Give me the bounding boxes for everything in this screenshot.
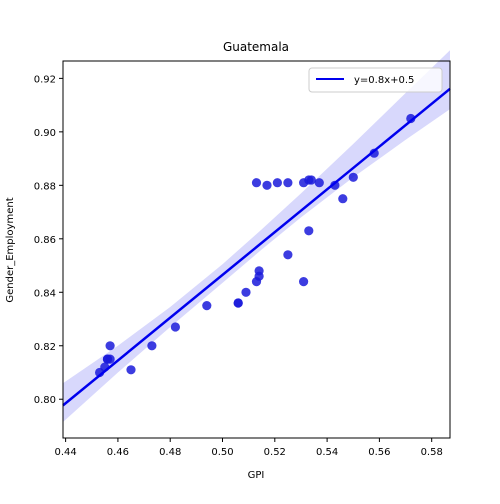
data-point (233, 298, 243, 308)
data-point (283, 178, 293, 188)
x-tick-label: 0.56 (368, 447, 390, 458)
axes-frame (62, 60, 451, 439)
x-tick-label: 0.58 (421, 447, 443, 458)
data-point (283, 250, 293, 260)
y-tick-label: 0.80 (34, 395, 56, 406)
data-point (330, 180, 340, 190)
data-point (406, 113, 416, 124)
x-tick-label: 0.44 (54, 447, 76, 458)
y-axis-label: Gender_Employment (5, 197, 16, 302)
y-tick-label: 0.86 (34, 235, 56, 246)
data-point (369, 148, 379, 158)
legend: y=0.8x+0.5 (308, 67, 443, 93)
data-point (202, 301, 212, 311)
y-tick-label: 0.90 (34, 128, 56, 139)
data-point (262, 180, 272, 190)
regression-line (62, 87, 451, 407)
data-point (348, 172, 358, 182)
y-tick-label: 0.88 (34, 181, 56, 192)
data-point (304, 226, 314, 236)
legend-entry-label: y=0.8x+0.5 (354, 75, 414, 86)
data-point (170, 322, 180, 332)
data-point (299, 277, 309, 287)
x-tick-label: 0.50 (211, 447, 233, 458)
x-tick-label: 0.48 (159, 447, 181, 458)
data-point (251, 178, 262, 188)
x-tick-label: 0.52 (264, 447, 286, 458)
data-point (105, 354, 115, 364)
data-point (126, 365, 136, 375)
confidence-band (63, 50, 450, 423)
y-tick-label: 0.82 (34, 342, 56, 353)
data-point (254, 266, 264, 276)
data-point (147, 341, 157, 351)
legend-box (308, 67, 443, 93)
plot-area: 0.44 0.46 0.48 0.50 0.52 0.54 0.56 0.58 0.80 0.82… (34, 50, 451, 458)
data-point (105, 341, 115, 351)
data-point (306, 175, 316, 185)
x-tick-label: 0.54 (316, 447, 338, 458)
x-axis-label: GPI (248, 470, 265, 481)
data-point (272, 178, 282, 188)
chart-title: Guatemala (223, 40, 289, 54)
data-point (338, 194, 348, 204)
data-point (314, 178, 324, 188)
y-tick-label: 0.92 (34, 74, 56, 85)
data-point (241, 287, 251, 297)
y-tick-label: 0.84 (34, 288, 56, 299)
x-tick-label: 0.46 (107, 447, 129, 458)
